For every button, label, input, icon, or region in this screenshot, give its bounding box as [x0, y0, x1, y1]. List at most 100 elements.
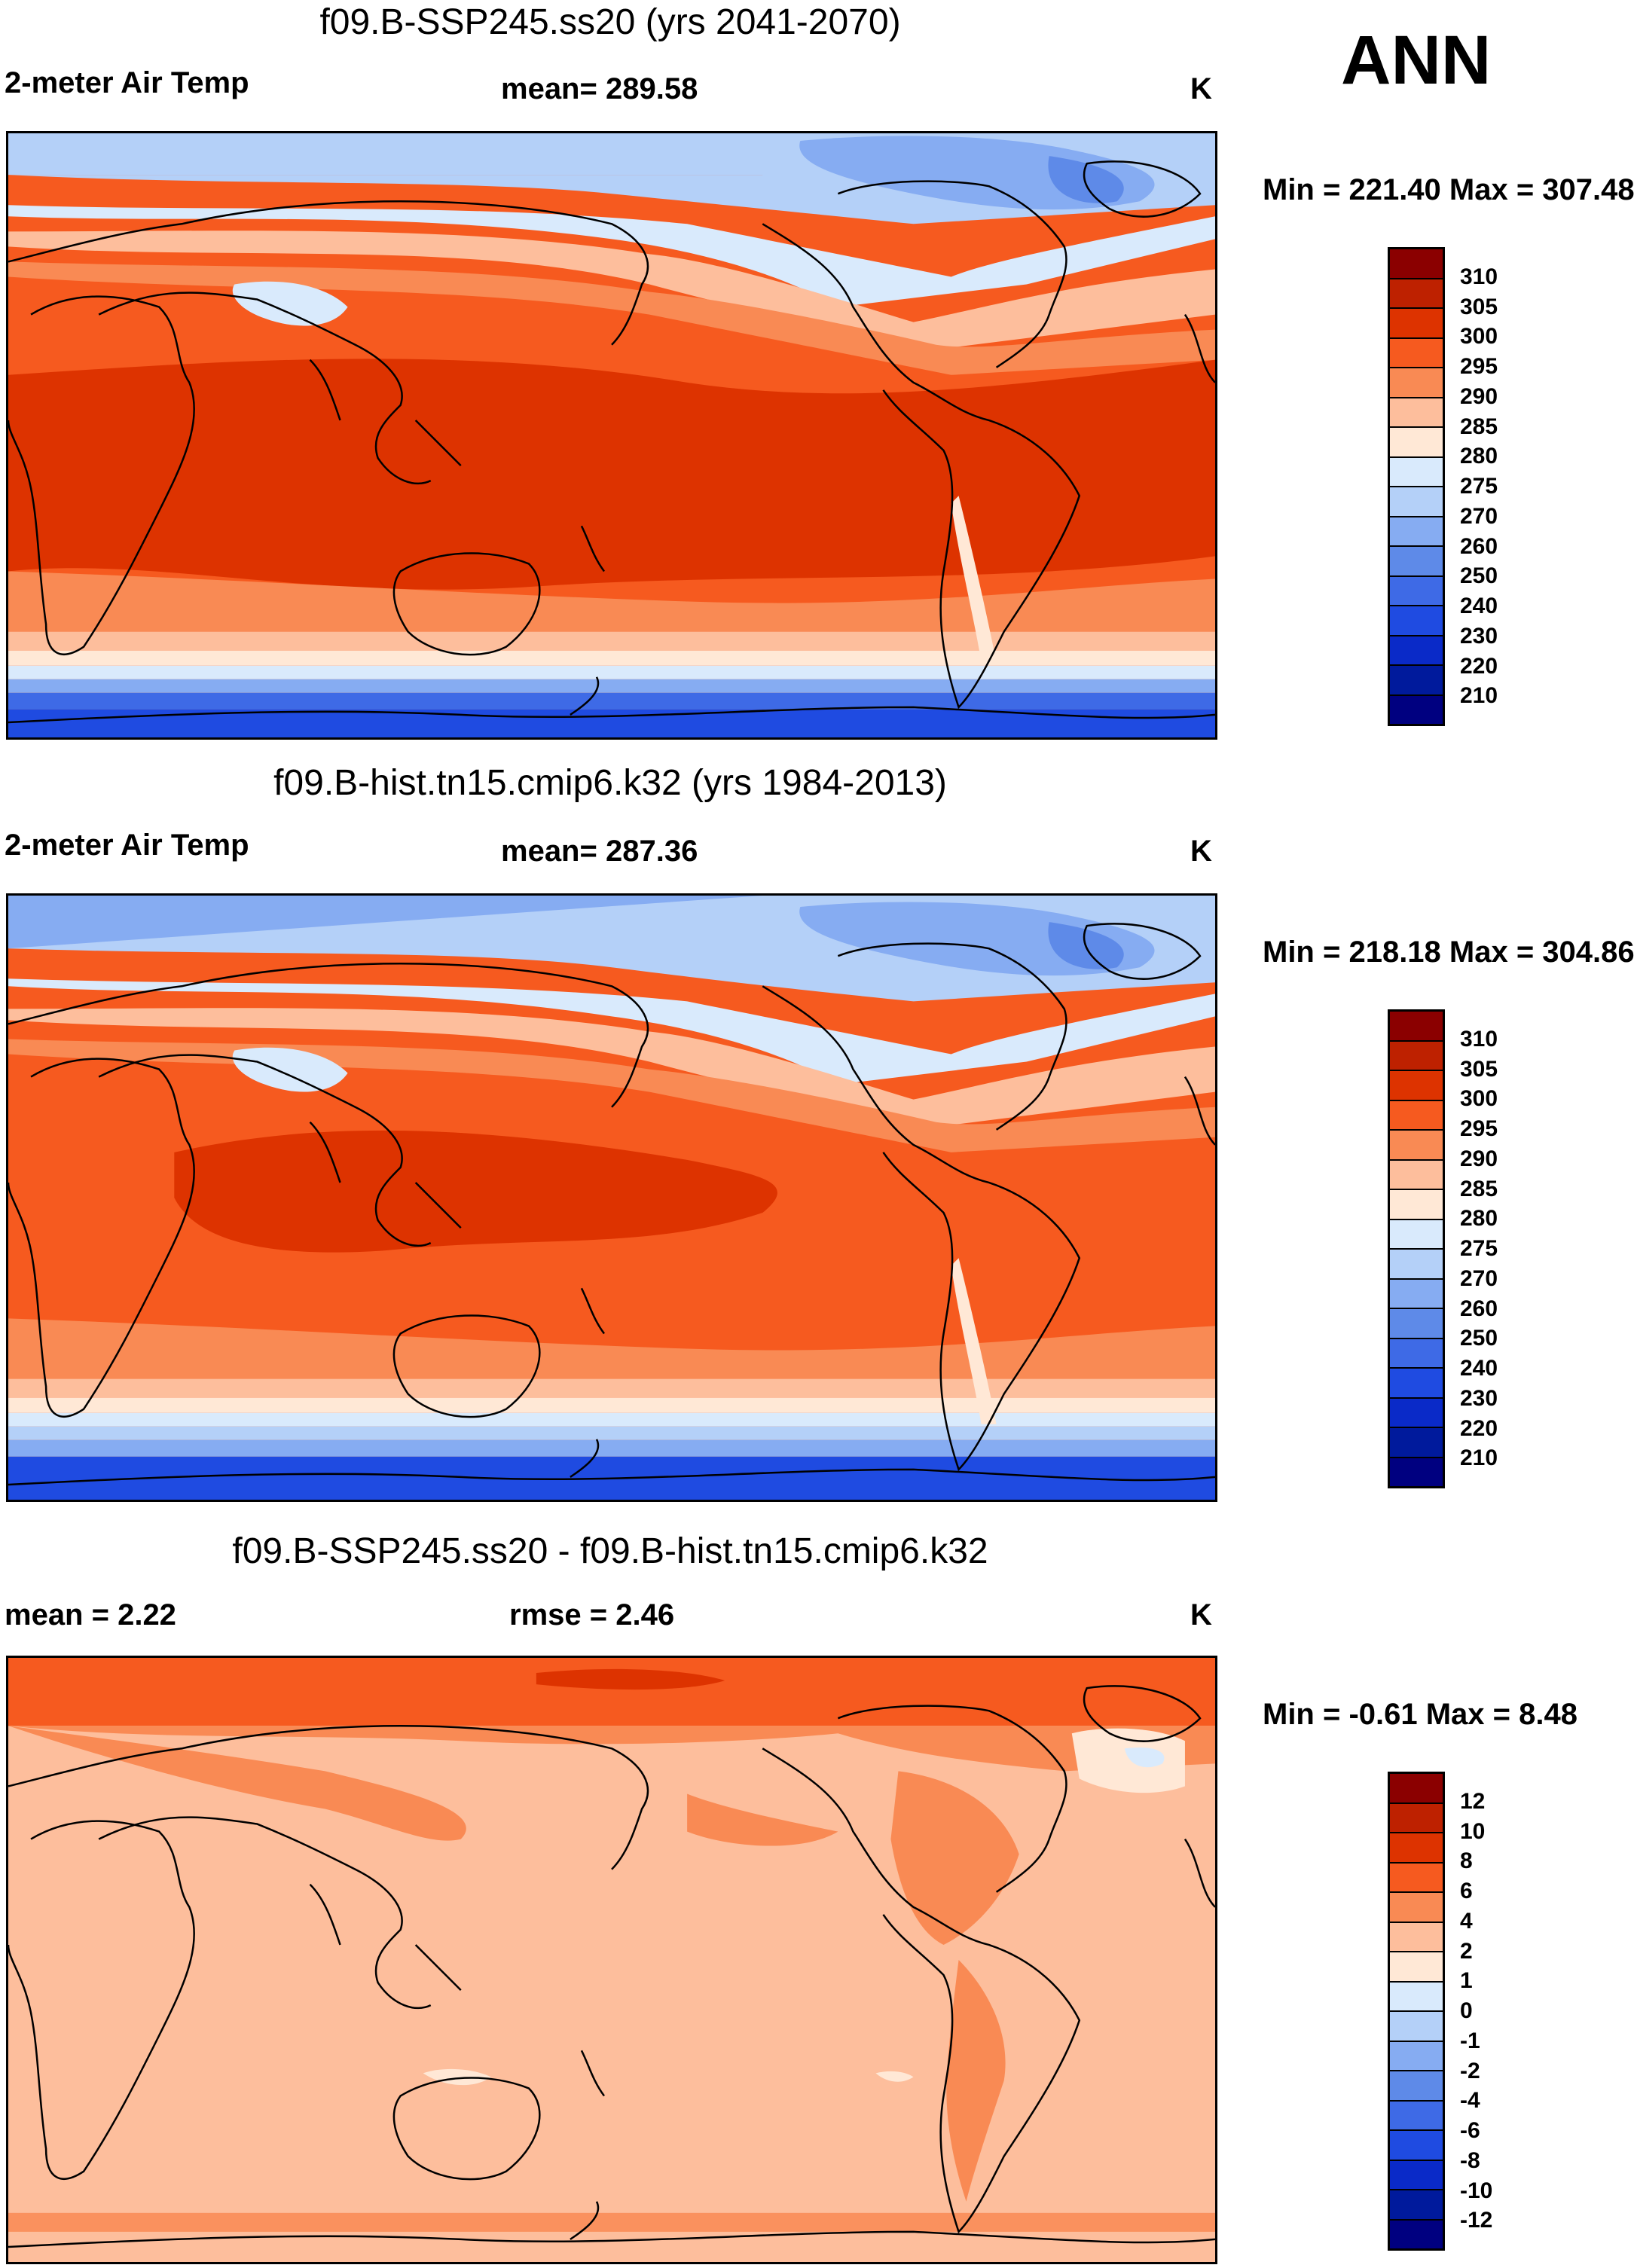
panel1-colorbar-swatch — [1390, 338, 1443, 368]
panel2-colorbar-swatch — [1390, 1339, 1443, 1369]
colorbar-tick-label: 280 — [1460, 1206, 1498, 1231]
panel3-map — [6, 1656, 1217, 2264]
panel3-minmax: Min = -0.61 Max = 8.48 — [1263, 1698, 1577, 1731]
colorbar-tick-label: 230 — [1460, 1386, 1498, 1411]
colorbar-tick-label: 260 — [1460, 1296, 1498, 1321]
panel3-colorbar-swatch — [1390, 2012, 1443, 2042]
colorbar-tick-label: 250 — [1460, 563, 1498, 588]
panel2-colorbar-swatch — [1390, 1458, 1443, 1486]
panel2-mean-label: mean= 287.36 — [501, 835, 698, 868]
panel2-colorbar-swatch — [1390, 1012, 1443, 1042]
colorbar-tick-label: 275 — [1460, 474, 1498, 499]
colorbar-tick-label: 295 — [1460, 354, 1498, 379]
panel3-colorbar-labels: 12 10 8 6 4 2 1 0 -1 -2 -4 -6 -8 -10 -12 — [1460, 1772, 1550, 2251]
colorbar-tick-label: 300 — [1460, 324, 1498, 349]
panel2-minmax: Min = 218.18 Max = 304.86 — [1263, 936, 1634, 969]
panel2-title: f09.B-hist.tn15.cmip6.k32 (yrs 1984-2013… — [273, 763, 947, 803]
panel3-units: K — [1190, 1598, 1212, 1632]
panel1-units: K — [1190, 72, 1212, 105]
panel3-colorbar-swatch — [1390, 2190, 1443, 2221]
colorbar-tick-label: 210 — [1460, 1445, 1498, 1470]
panel2-colorbar-swatch — [1390, 1190, 1443, 1220]
panel1-colorbar-swatch — [1390, 309, 1443, 339]
panel2-colorbar-swatch — [1390, 1428, 1443, 1458]
panel1-colorbar-labels: 310 305 300 295 290 285 280 275 270 260 … — [1460, 247, 1550, 726]
colorbar-tick-label: 280 — [1460, 444, 1498, 469]
panel3-rmse-label: rmse = 2.46 — [509, 1598, 675, 1632]
colorbar-tick-label: 6 — [1460, 1879, 1473, 1903]
panel3-colorbar-swatch — [1390, 1833, 1443, 1864]
panel1-colorbar-swatch — [1390, 398, 1443, 428]
panel3-colorbar-swatch — [1390, 2220, 1443, 2248]
panel1-colorbar-swatch — [1390, 695, 1443, 724]
panel1-colorbar-swatch — [1390, 368, 1443, 398]
panel3-colorbar-swatch — [1390, 2071, 1443, 2102]
panel1-colorbar-swatch — [1390, 547, 1443, 577]
panel1-map — [6, 131, 1217, 740]
colorbar-tick-label: 4 — [1460, 1909, 1473, 1934]
panel1-mean-label: mean= 289.58 — [501, 72, 698, 105]
panel2-colorbar-labels: 310 305 300 295 290 285 280 275 270 260 … — [1460, 1009, 1550, 1488]
colorbar-tick-label: 2 — [1460, 1939, 1473, 1964]
panel2-colorbar-swatch — [1390, 1131, 1443, 1161]
colorbar-tick-label: 290 — [1460, 384, 1498, 409]
colorbar-tick-label: -4 — [1460, 2088, 1480, 2113]
colorbar-tick-label: 305 — [1460, 1057, 1498, 1082]
panel3-colorbar — [1388, 1772, 1445, 2251]
colorbar-tick-label: 270 — [1460, 504, 1498, 529]
colorbar-tick-label: 220 — [1460, 654, 1498, 679]
panel1-colorbar-swatch — [1390, 487, 1443, 517]
panel2-colorbar-swatch — [1390, 1279, 1443, 1309]
panel3-colorbar-swatch — [1390, 1952, 1443, 1983]
panel2-units: K — [1190, 835, 1212, 868]
colorbar-tick-label: -12 — [1460, 2208, 1493, 2233]
colorbar-tick-label: 250 — [1460, 1326, 1498, 1351]
panel2-variable-label: 2-meter Air Temp — [5, 829, 249, 862]
colorbar-tick-label: 275 — [1460, 1236, 1498, 1261]
panel3-difference-field — [8, 1658, 1215, 2262]
colorbar-tick-label: -2 — [1460, 2059, 1480, 2083]
panel1-colorbar-swatch — [1390, 457, 1443, 487]
colorbar-tick-label: 210 — [1460, 683, 1498, 708]
colorbar-tick-label: 295 — [1460, 1116, 1498, 1141]
colorbar-tick-label: 310 — [1460, 1027, 1498, 1052]
panel1-variable-label: 2-meter Air Temp — [5, 66, 249, 99]
panel2-colorbar-swatch — [1390, 1100, 1443, 1131]
panel2-colorbar-swatch — [1390, 1398, 1443, 1428]
panel3-colorbar-swatch — [1390, 2101, 1443, 2131]
panel3-colorbar-swatch — [1390, 2041, 1443, 2071]
colorbar-tick-label: 0 — [1460, 1998, 1473, 2023]
panel2-colorbar-swatch — [1390, 1309, 1443, 1339]
colorbar-tick-label: 1 — [1460, 1968, 1473, 1993]
panel3-colorbar-swatch — [1390, 2131, 1443, 2161]
colorbar-tick-label: -1 — [1460, 2028, 1480, 2053]
panel1-colorbar-swatch — [1390, 279, 1443, 309]
season-label: ANN — [1341, 22, 1492, 99]
panel1-colorbar-swatch — [1390, 249, 1443, 279]
panel2-colorbar-swatch — [1390, 1250, 1443, 1280]
panel1-colorbar-swatch — [1390, 666, 1443, 696]
panel3-mean-label: mean = 2.22 — [5, 1598, 176, 1632]
panel1-colorbar-swatch — [1390, 606, 1443, 636]
panel1-colorbar-swatch — [1390, 428, 1443, 458]
colorbar-tick-label: 300 — [1460, 1086, 1498, 1111]
colorbar-tick-label: 305 — [1460, 295, 1498, 319]
panel1-temperature-field — [8, 133, 1215, 737]
colorbar-tick-label: 260 — [1460, 534, 1498, 559]
panel2-temperature-field — [8, 896, 1215, 1500]
colorbar-tick-label: 270 — [1460, 1266, 1498, 1291]
panel2-colorbar-swatch — [1390, 1041, 1443, 1071]
colorbar-tick-label: -6 — [1460, 2118, 1480, 2143]
panel3-colorbar-swatch — [1390, 1922, 1443, 1952]
colorbar-tick-label: 220 — [1460, 1416, 1498, 1441]
panel2-colorbar-swatch — [1390, 1369, 1443, 1399]
panel3-colorbar-swatch — [1390, 2160, 1443, 2190]
panel3-colorbar-swatch — [1390, 1774, 1443, 1804]
panel2-colorbar-swatch — [1390, 1219, 1443, 1250]
colorbar-tick-label: 285 — [1460, 1177, 1498, 1201]
panel3-title: f09.B-SSP245.ss20 - f09.B-hist.tn15.cmip… — [232, 1531, 988, 1571]
panel3-colorbar-swatch — [1390, 1863, 1443, 1893]
panel1-colorbar — [1388, 247, 1445, 726]
panel3-colorbar-swatch — [1390, 1893, 1443, 1923]
panel2-colorbar-swatch — [1390, 1071, 1443, 1101]
